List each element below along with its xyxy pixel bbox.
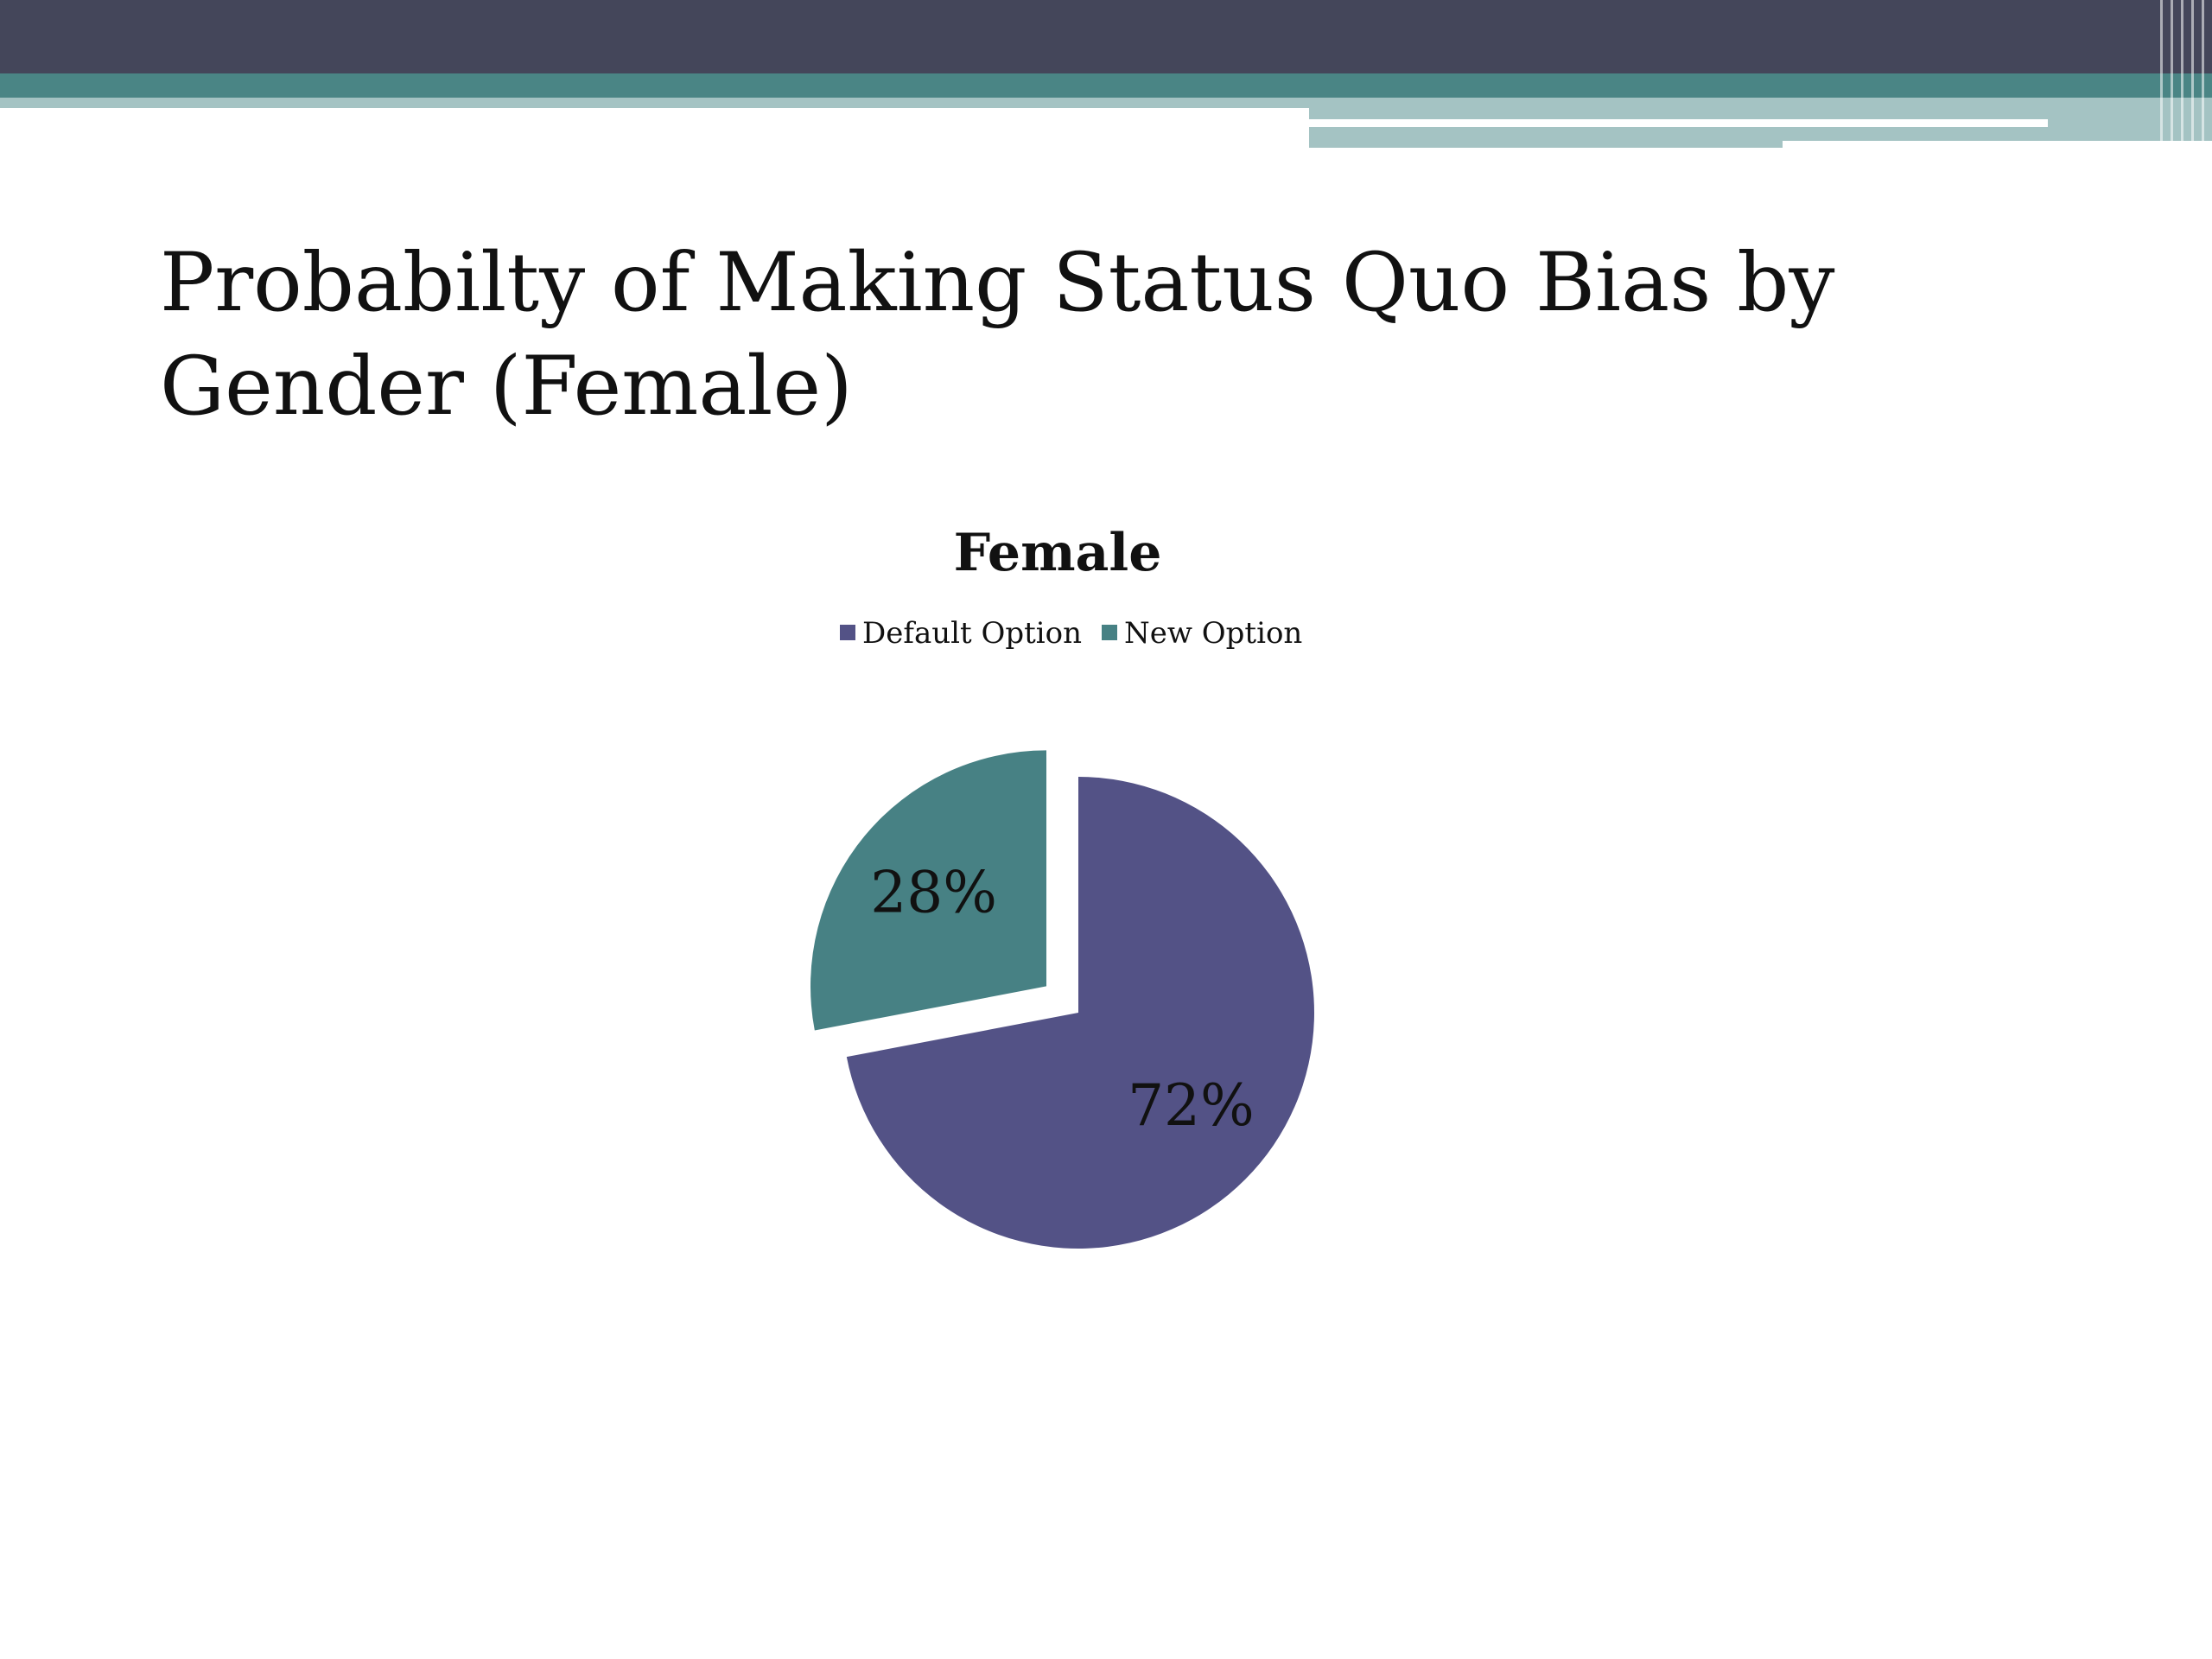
pie-plot-area: 72% 28% [810,750,1314,1249]
legend-label-new-option: New Option [1124,616,1302,651]
legend-swatch-new-option [1102,625,1117,640]
slide-header-rule [1309,119,2048,127]
chart-legend: Default Option New Option [840,616,1302,651]
pie-slice-default-option [846,777,1314,1249]
slide-header-rule-lower [1783,141,2212,148]
slide-header-edge-lines [2160,0,2212,148]
pie-label-default-option: 72% [1128,1072,1255,1139]
slide-header-light-strip [0,98,1309,108]
chart-title: Female [954,523,1162,583]
slide-header-teal-strip [0,73,2212,98]
pie-slice-new-option [810,750,1047,1031]
legend-label-default-option: Default Option [862,616,1082,651]
pie-label-new-option: 28% [870,860,997,926]
slide-title: Probabilty of Making Status Quo Bias by … [160,236,1835,434]
legend-swatch-default-option [840,625,855,640]
slide-header-band [0,0,2212,73]
